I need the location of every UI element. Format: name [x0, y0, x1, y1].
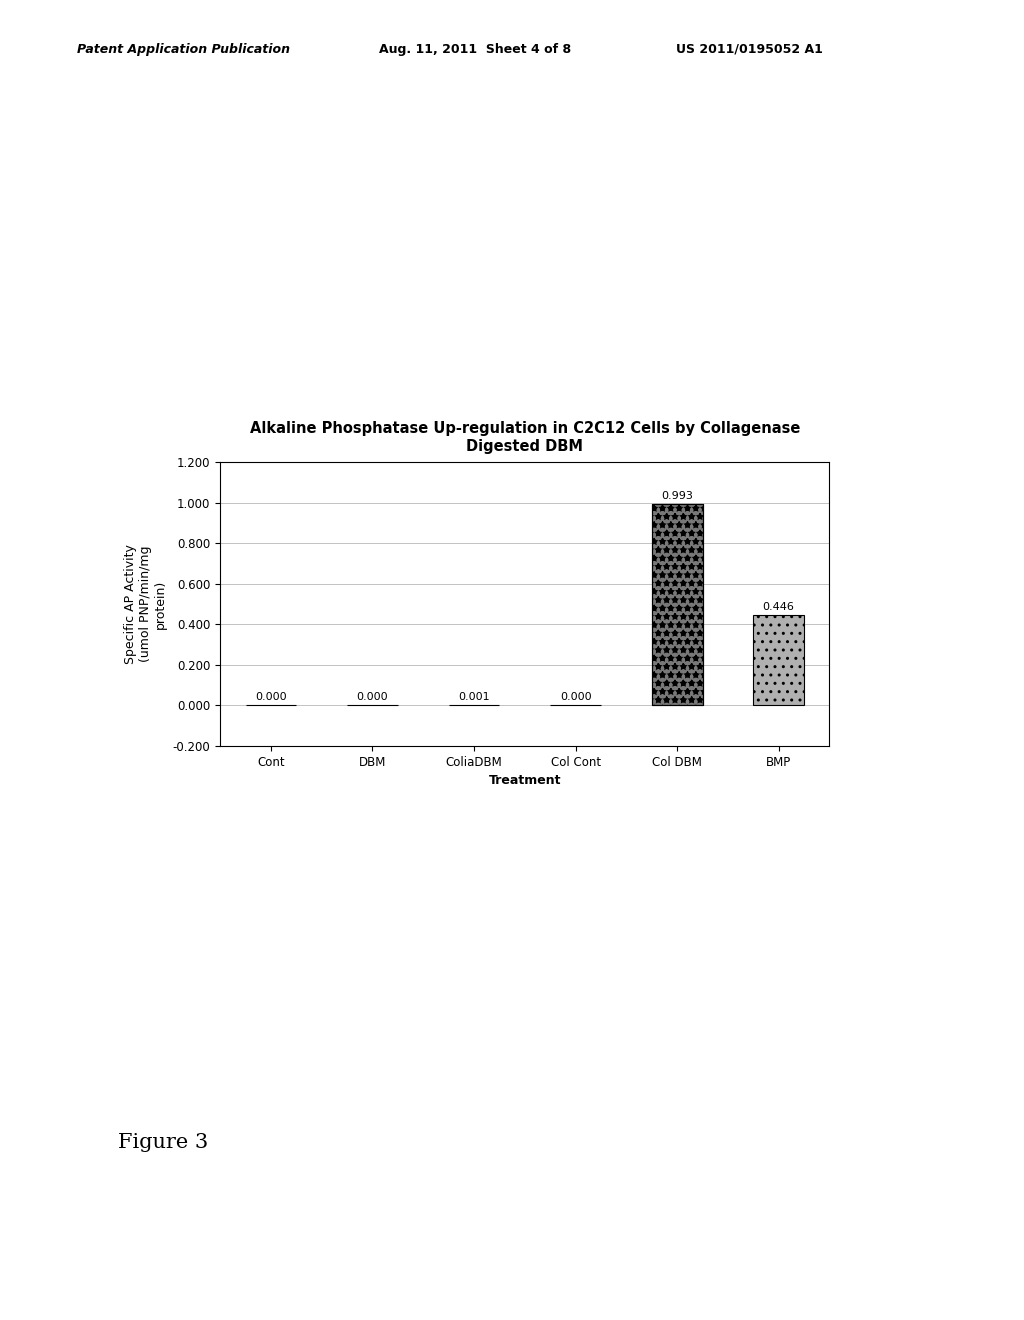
Text: 0.993: 0.993	[662, 491, 693, 500]
Text: 0.446: 0.446	[763, 602, 795, 611]
Title: Alkaline Phosphatase Up-regulation in C2C12 Cells by Collagenase
Digested DBM: Alkaline Phosphatase Up-regulation in C2…	[250, 421, 800, 454]
Y-axis label: Specific AP Activity
(umol PNP/min/mg
protein): Specific AP Activity (umol PNP/min/mg pr…	[124, 544, 167, 664]
Bar	[651, 504, 702, 705]
Text: 0.000: 0.000	[560, 692, 592, 702]
X-axis label: Treatment: Treatment	[488, 774, 561, 787]
Text: US 2011/0195052 A1: US 2011/0195052 A1	[676, 42, 822, 55]
Bar	[651, 504, 702, 705]
Text: 0.000: 0.000	[255, 692, 287, 702]
Text: Aug. 11, 2011  Sheet 4 of 8: Aug. 11, 2011 Sheet 4 of 8	[379, 42, 571, 55]
Text: Patent Application Publication: Patent Application Publication	[77, 42, 290, 55]
Bar	[754, 615, 804, 705]
Text: 0.001: 0.001	[458, 692, 489, 702]
Text: 0.000: 0.000	[356, 692, 388, 702]
Text: Figure 3: Figure 3	[118, 1134, 208, 1152]
